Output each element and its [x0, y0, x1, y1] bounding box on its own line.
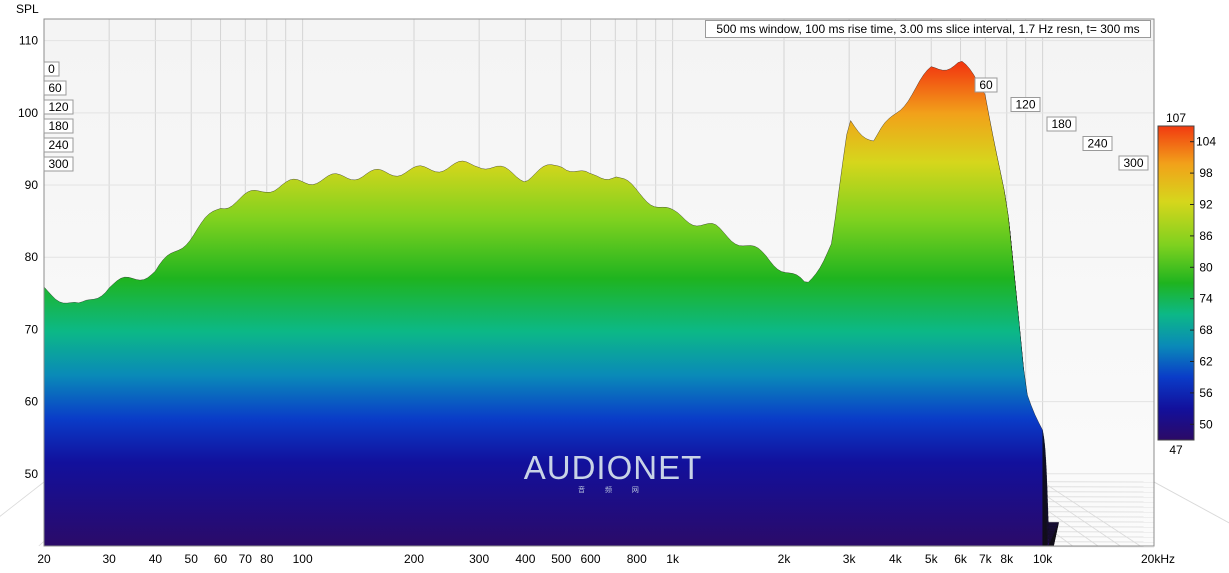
x-tick-label: 600 [581, 552, 601, 566]
time-tick-box [974, 77, 998, 93]
x-tick-label: 800 [627, 552, 647, 566]
time-tick-box [43, 61, 60, 77]
waterfall-slice [44, 61, 1043, 546]
measurement-info: 500 ms window, 100 ms rise time, 3.00 ms… [705, 20, 1151, 38]
time-tick-label: 180 [48, 119, 68, 133]
x-tick-label: 8k [1000, 552, 1014, 566]
x-tick-label: 200 [404, 552, 424, 566]
time-tick-box [1046, 116, 1077, 132]
x-tick-label: 80 [260, 552, 274, 566]
x-tick-label: 10k [1033, 552, 1053, 566]
x-tick-label: 400 [515, 552, 535, 566]
time-tick-label: 240 [1087, 137, 1107, 151]
colorbar [1157, 125, 1195, 441]
time-tick-label: 180 [1051, 117, 1071, 131]
time-tick-label: 120 [48, 100, 68, 114]
time-tick-label: 240 [48, 138, 68, 152]
colorbar-tick-label: 86 [1199, 229, 1213, 243]
watermark-subtext: 音 频 网 [578, 487, 648, 494]
time-tick-box [43, 80, 67, 96]
x-tick-label: 100 [293, 552, 313, 566]
time-tick-box [1082, 136, 1113, 151]
x-tick-label: 7k [979, 552, 993, 566]
time-tick-label: 60 [48, 81, 62, 95]
colorbar-tick-label: 98 [1199, 166, 1213, 180]
x-tick-label: 20 [37, 552, 51, 566]
plot-border [43, 18, 1155, 547]
x-tick-label: 5k [925, 552, 939, 566]
x-tick-label: 1k [666, 552, 680, 566]
time-tick-box [1118, 155, 1149, 171]
time-tick-label: 120 [1015, 98, 1035, 112]
floor-grid-line [1042, 481, 1141, 547]
y-tick-label: 100 [18, 106, 38, 120]
floor-grid-line [0, 481, 45, 517]
time-tick-label: 300 [48, 157, 68, 171]
time-tick-label: 0 [48, 62, 55, 76]
time-axis-left: 0 60 120 180 240 300 [43, 61, 74, 172]
y-tick-label: 110 [19, 34, 38, 48]
time-tick-box [43, 118, 74, 134]
x-tick-label: 20kHz [1141, 552, 1175, 566]
y-axis-ticks: 50 60 70 80 90 100 110 [18, 34, 38, 481]
x-tick-label: 60 [214, 552, 228, 566]
colorbar-max-label: 107 [1166, 111, 1186, 125]
y-tick-label: 90 [25, 178, 39, 192]
x-tick-label: 70 [239, 552, 253, 566]
colorbar-tick-label: 62 [1199, 355, 1213, 369]
x-tick-label: 40 [149, 552, 163, 566]
x-tick-label: 50 [185, 552, 199, 566]
y-tick-label: 80 [25, 250, 39, 264]
time-tick-label: 60 [979, 78, 993, 92]
x-axis-ticks: 20 30 40 50 60 70 80 100 200 300 400 500 600 800 1k 2k 3… [37, 552, 1175, 566]
time-tick-box [1010, 97, 1041, 112]
floor-grid-line [1153, 481, 1229, 524]
time-tick-box [43, 156, 74, 172]
time-tick-box [43, 137, 74, 153]
x-tick-label: 3k [843, 552, 857, 566]
colorbar-tick-label: 68 [1199, 323, 1213, 337]
y-tick-label: 70 [25, 322, 39, 336]
waterfall-slices [44, 61, 1059, 546]
y-tick-label: 60 [25, 395, 39, 409]
colorbar-tick-label: 56 [1199, 386, 1213, 400]
colorbar-tick-label: 50 [1199, 417, 1213, 431]
x-tick-label: 500 [551, 552, 571, 566]
x-tick-label: 300 [469, 552, 489, 566]
x-tick-label: 4k [889, 552, 903, 566]
x-tick-label: 30 [102, 552, 116, 566]
watermark-text: AUDIONET [523, 449, 703, 486]
colorbar-tick-label: 80 [1199, 260, 1213, 274]
floor-grid-line [1153, 481, 1229, 524]
colorbar-tick-label: 104 [1196, 135, 1216, 149]
colorbar-min-label: 47 [1169, 443, 1183, 457]
y-axis-title: SPL [16, 2, 39, 16]
watermark-logo: AUDIONET 音 频 网 [515, 450, 711, 500]
x-tick-label: 2k [778, 552, 792, 566]
colorbar-ticks: 104 98 92 86 80 74 68 62 56 50 [1190, 135, 1216, 431]
time-tick-label: 300 [1123, 156, 1143, 170]
time-axis-right: 60 120 180 240 300 [974, 77, 1149, 171]
x-tick-label: 6k [954, 552, 968, 566]
colorbar-tick-label: 92 [1199, 198, 1213, 212]
y-tick-label: 50 [25, 467, 39, 481]
time-tick-box [43, 99, 74, 115]
colorbar-tick-label: 74 [1199, 292, 1213, 306]
